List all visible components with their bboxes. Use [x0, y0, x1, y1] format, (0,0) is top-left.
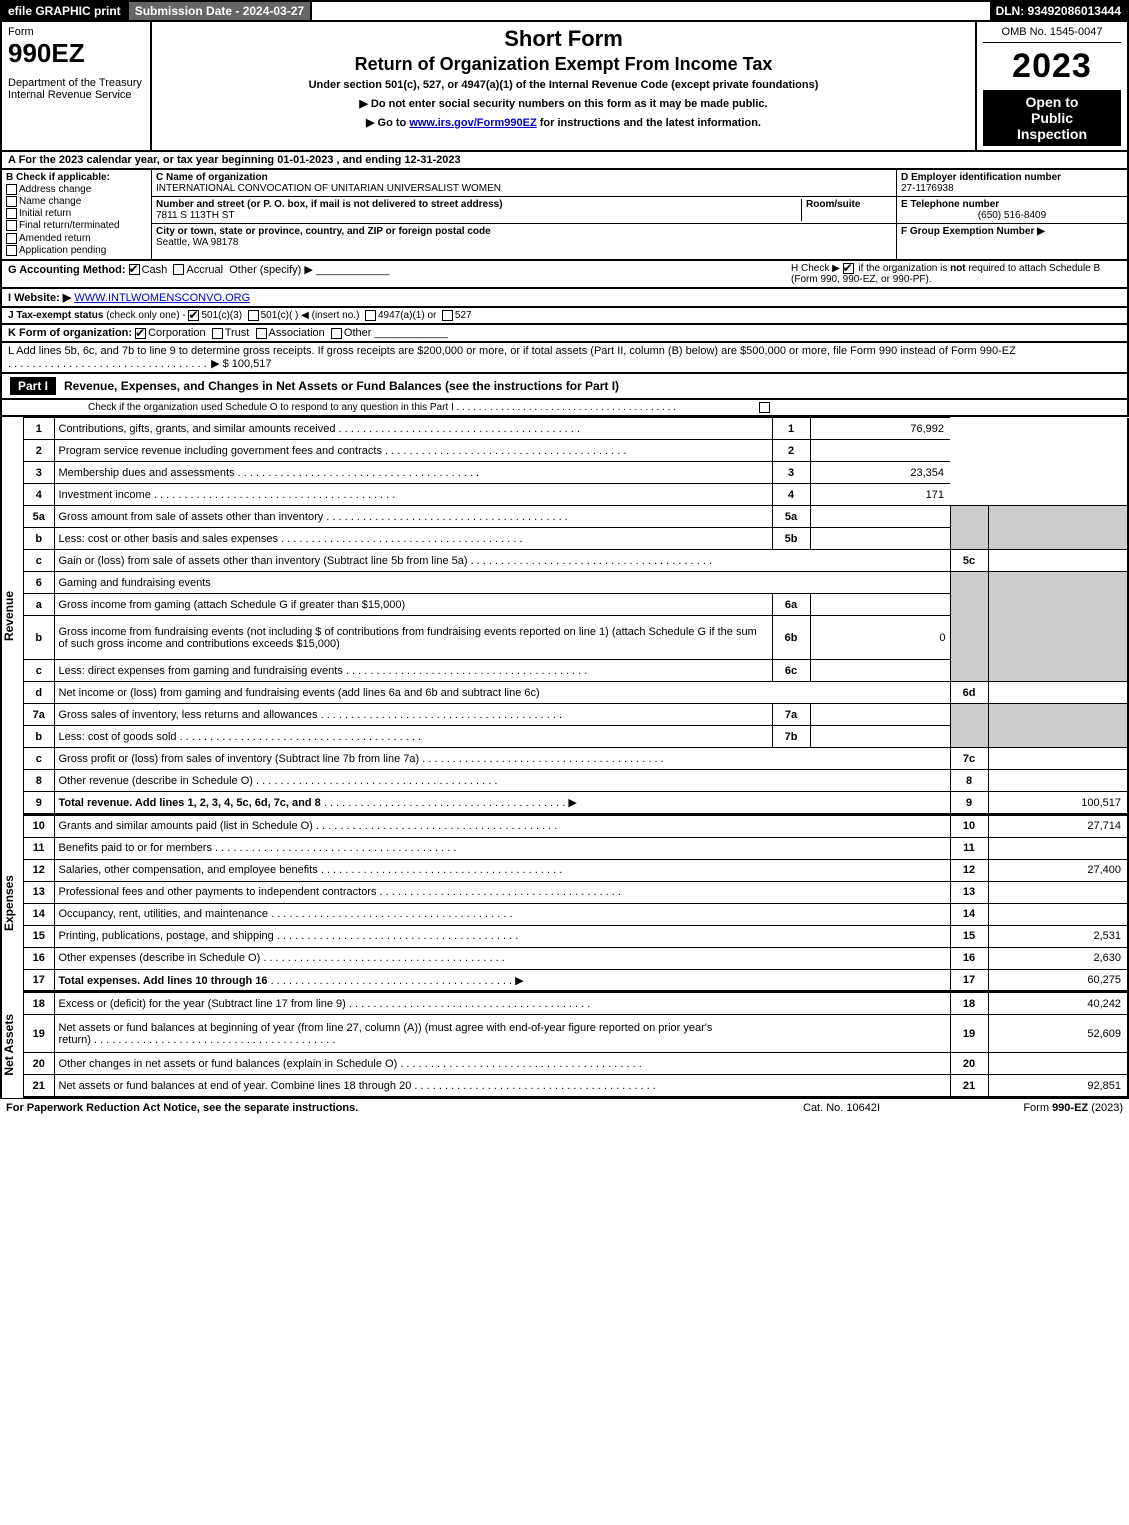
- dln: DLN: 93492086013444: [990, 2, 1127, 20]
- revenue-section: Revenue 1Contributions, gifts, grants, a…: [0, 417, 1129, 815]
- page-footer: For Paperwork Reduction Act Notice, see …: [0, 1098, 1129, 1117]
- row-a-tax-year: A For the 2023 calendar year, or tax yea…: [0, 152, 1129, 170]
- chk-other-org[interactable]: [331, 328, 342, 339]
- ln1-num: 1: [772, 418, 810, 440]
- j-sub: (check only one) -: [106, 310, 185, 321]
- form-note1: ▶ Do not enter social security numbers o…: [158, 97, 969, 110]
- efile-print[interactable]: efile GRAPHIC print: [2, 2, 129, 20]
- expenses-table: 10Grants and similar amounts paid (list …: [24, 815, 1129, 993]
- submission-date: Submission Date - 2024-03-27: [129, 2, 312, 20]
- form-subsubtitle: Under section 501(c), 527, or 4947(a)(1)…: [158, 79, 969, 91]
- chk-schedule-b[interactable]: [843, 263, 854, 274]
- chk-501c[interactable]: [248, 310, 259, 321]
- chk-application-pending[interactable]: Application pending: [6, 245, 147, 256]
- form-title: Short Form: [158, 26, 969, 52]
- chk-final-return[interactable]: Final return/terminated: [6, 220, 147, 231]
- g-label: G Accounting Method:: [8, 264, 126, 276]
- c-room-hd: Room/suite: [806, 199, 860, 210]
- footer-left: For Paperwork Reduction Act Notice, see …: [6, 1102, 803, 1114]
- part-i-check: Check if the organization used Schedule …: [0, 400, 1129, 417]
- chk-association[interactable]: [256, 328, 267, 339]
- expenses-section: Expenses 10Grants and similar amounts pa…: [0, 815, 1129, 993]
- part-i-header: Part I Revenue, Expenses, and Changes in…: [0, 374, 1129, 400]
- netassets-table: 18Excess or (deficit) for the year (Subt…: [24, 992, 1129, 1098]
- org-name: INTERNATIONAL CONVOCATION OF UNITARIAN U…: [156, 183, 501, 194]
- l-value: 100,517: [232, 358, 272, 370]
- part-i-label: Part I: [10, 377, 56, 395]
- chk-cash[interactable]: [129, 264, 140, 275]
- part-i-check-text: Check if the organization used Schedule …: [88, 402, 454, 413]
- d-ein-hd: D Employer identification number: [901, 172, 1061, 183]
- chk-name-change[interactable]: Name change: [6, 196, 147, 207]
- row-g-h: G Accounting Method: Cash Accrual Other …: [0, 261, 1129, 289]
- chk-initial-return[interactable]: Initial return: [6, 208, 147, 219]
- dept-line2: Internal Revenue Service: [8, 89, 144, 101]
- b-label: B Check if applicable:: [6, 172, 147, 183]
- form-number: 990EZ: [8, 38, 144, 69]
- row-i-website: I Website: ▶ WWW.INTLWOMENSCONVO.ORG: [0, 289, 1129, 308]
- i-label: I Website: ▶: [8, 292, 71, 304]
- tax-year: 2023: [983, 47, 1121, 86]
- form-subtitle: Return of Organization Exempt From Incom…: [158, 54, 969, 75]
- open2: Public: [985, 110, 1119, 126]
- col-d-e-f: D Employer identification number 27-1176…: [897, 170, 1127, 259]
- h-schedule-b: H Check ▶ if the organization is not req…: [791, 263, 1121, 285]
- revenue-table: 1Contributions, gifts, grants, and simil…: [24, 417, 1129, 815]
- c-addr-hd: Number and street (or P. O. box, if mail…: [156, 199, 503, 210]
- g-other: Other (specify) ▶: [229, 264, 313, 276]
- chk-corporation[interactable]: [135, 328, 146, 339]
- expenses-vlabel: Expenses: [2, 875, 23, 931]
- ein: 27-1176938: [901, 183, 954, 194]
- telephone: (650) 516-8409: [901, 210, 1123, 221]
- footer-catno: Cat. No. 10642I: [803, 1102, 963, 1114]
- section-bcd: B Check if applicable: Address change Na…: [0, 170, 1129, 261]
- part-i-title: Revenue, Expenses, and Changes in Net As…: [64, 379, 619, 393]
- row-j-tax-exempt: J Tax-exempt status (check only one) - 5…: [0, 308, 1129, 325]
- col-c-org-info: C Name of organization INTERNATIONAL CON…: [152, 170, 897, 259]
- j-label: J Tax-exempt status: [8, 310, 103, 321]
- chk-501c3[interactable]: [188, 310, 199, 321]
- l-arrow: ▶ $: [211, 358, 229, 370]
- form-header: Form 990EZ Department of the Treasury In…: [0, 22, 1129, 152]
- dept-line1: Department of the Treasury: [8, 77, 144, 89]
- open3: Inspection: [985, 126, 1119, 142]
- org-address: 7811 S 113TH ST: [156, 210, 235, 221]
- header-right: OMB No. 1545-0047 2023 Open to Public In…: [977, 22, 1127, 150]
- chk-accrual[interactable]: [173, 264, 184, 275]
- f-group-hd: F Group Exemption Number ▶: [901, 226, 1045, 237]
- e-tel-hd: E Telephone number: [901, 199, 999, 210]
- ln1-val: 76,992: [810, 418, 950, 440]
- g-accounting: G Accounting Method: Cash Accrual Other …: [8, 263, 791, 285]
- top-bar: efile GRAPHIC print Submission Date - 20…: [0, 0, 1129, 22]
- irs-link[interactable]: www.irs.gov/Form990EZ: [409, 117, 536, 129]
- c-name-hd: C Name of organization: [156, 172, 268, 183]
- revenue-vlabel: Revenue: [2, 591, 23, 641]
- c-city-hd: City or town, state or province, country…: [156, 226, 491, 237]
- k-label: K Form of organization:: [8, 327, 132, 339]
- footer-right: Form 990-EZ (2023): [963, 1102, 1123, 1114]
- netassets-vlabel: Net Assets: [2, 1014, 23, 1076]
- form-label: Form: [8, 26, 144, 38]
- header-center: Short Form Return of Organization Exempt…: [152, 22, 977, 150]
- open1: Open to: [985, 94, 1119, 110]
- org-city: Seattle, WA 98178: [156, 237, 238, 248]
- l-text: L Add lines 5b, 6c, and 7b to line 9 to …: [8, 345, 1016, 357]
- note2-post: for instructions and the latest informat…: [537, 117, 761, 129]
- header-left: Form 990EZ Department of the Treasury In…: [2, 22, 152, 150]
- chk-trust[interactable]: [212, 328, 223, 339]
- col-b-check-applicable: B Check if applicable: Address change Na…: [2, 170, 152, 259]
- row-k-form-org: K Form of organization: Corporation Trus…: [0, 325, 1129, 343]
- form-note2: ▶ Go to www.irs.gov/Form990EZ for instru…: [158, 116, 969, 129]
- omb-number: OMB No. 1545-0047: [983, 26, 1121, 43]
- website-link[interactable]: WWW.INTLWOMENSCONVO.ORG: [74, 292, 250, 304]
- chk-amended-return[interactable]: Amended return: [6, 233, 147, 244]
- open-inspection: Open to Public Inspection: [983, 90, 1121, 146]
- netassets-section: Net Assets 18Excess or (deficit) for the…: [0, 992, 1129, 1098]
- row-l-gross-receipts: L Add lines 5b, 6c, and 7b to line 9 to …: [0, 343, 1129, 374]
- chk-4947[interactable]: [365, 310, 376, 321]
- note2-pre: ▶ Go to: [366, 117, 409, 129]
- chk-schedule-o[interactable]: [759, 402, 770, 413]
- chk-address-change[interactable]: Address change: [6, 184, 147, 195]
- chk-527[interactable]: [442, 310, 453, 321]
